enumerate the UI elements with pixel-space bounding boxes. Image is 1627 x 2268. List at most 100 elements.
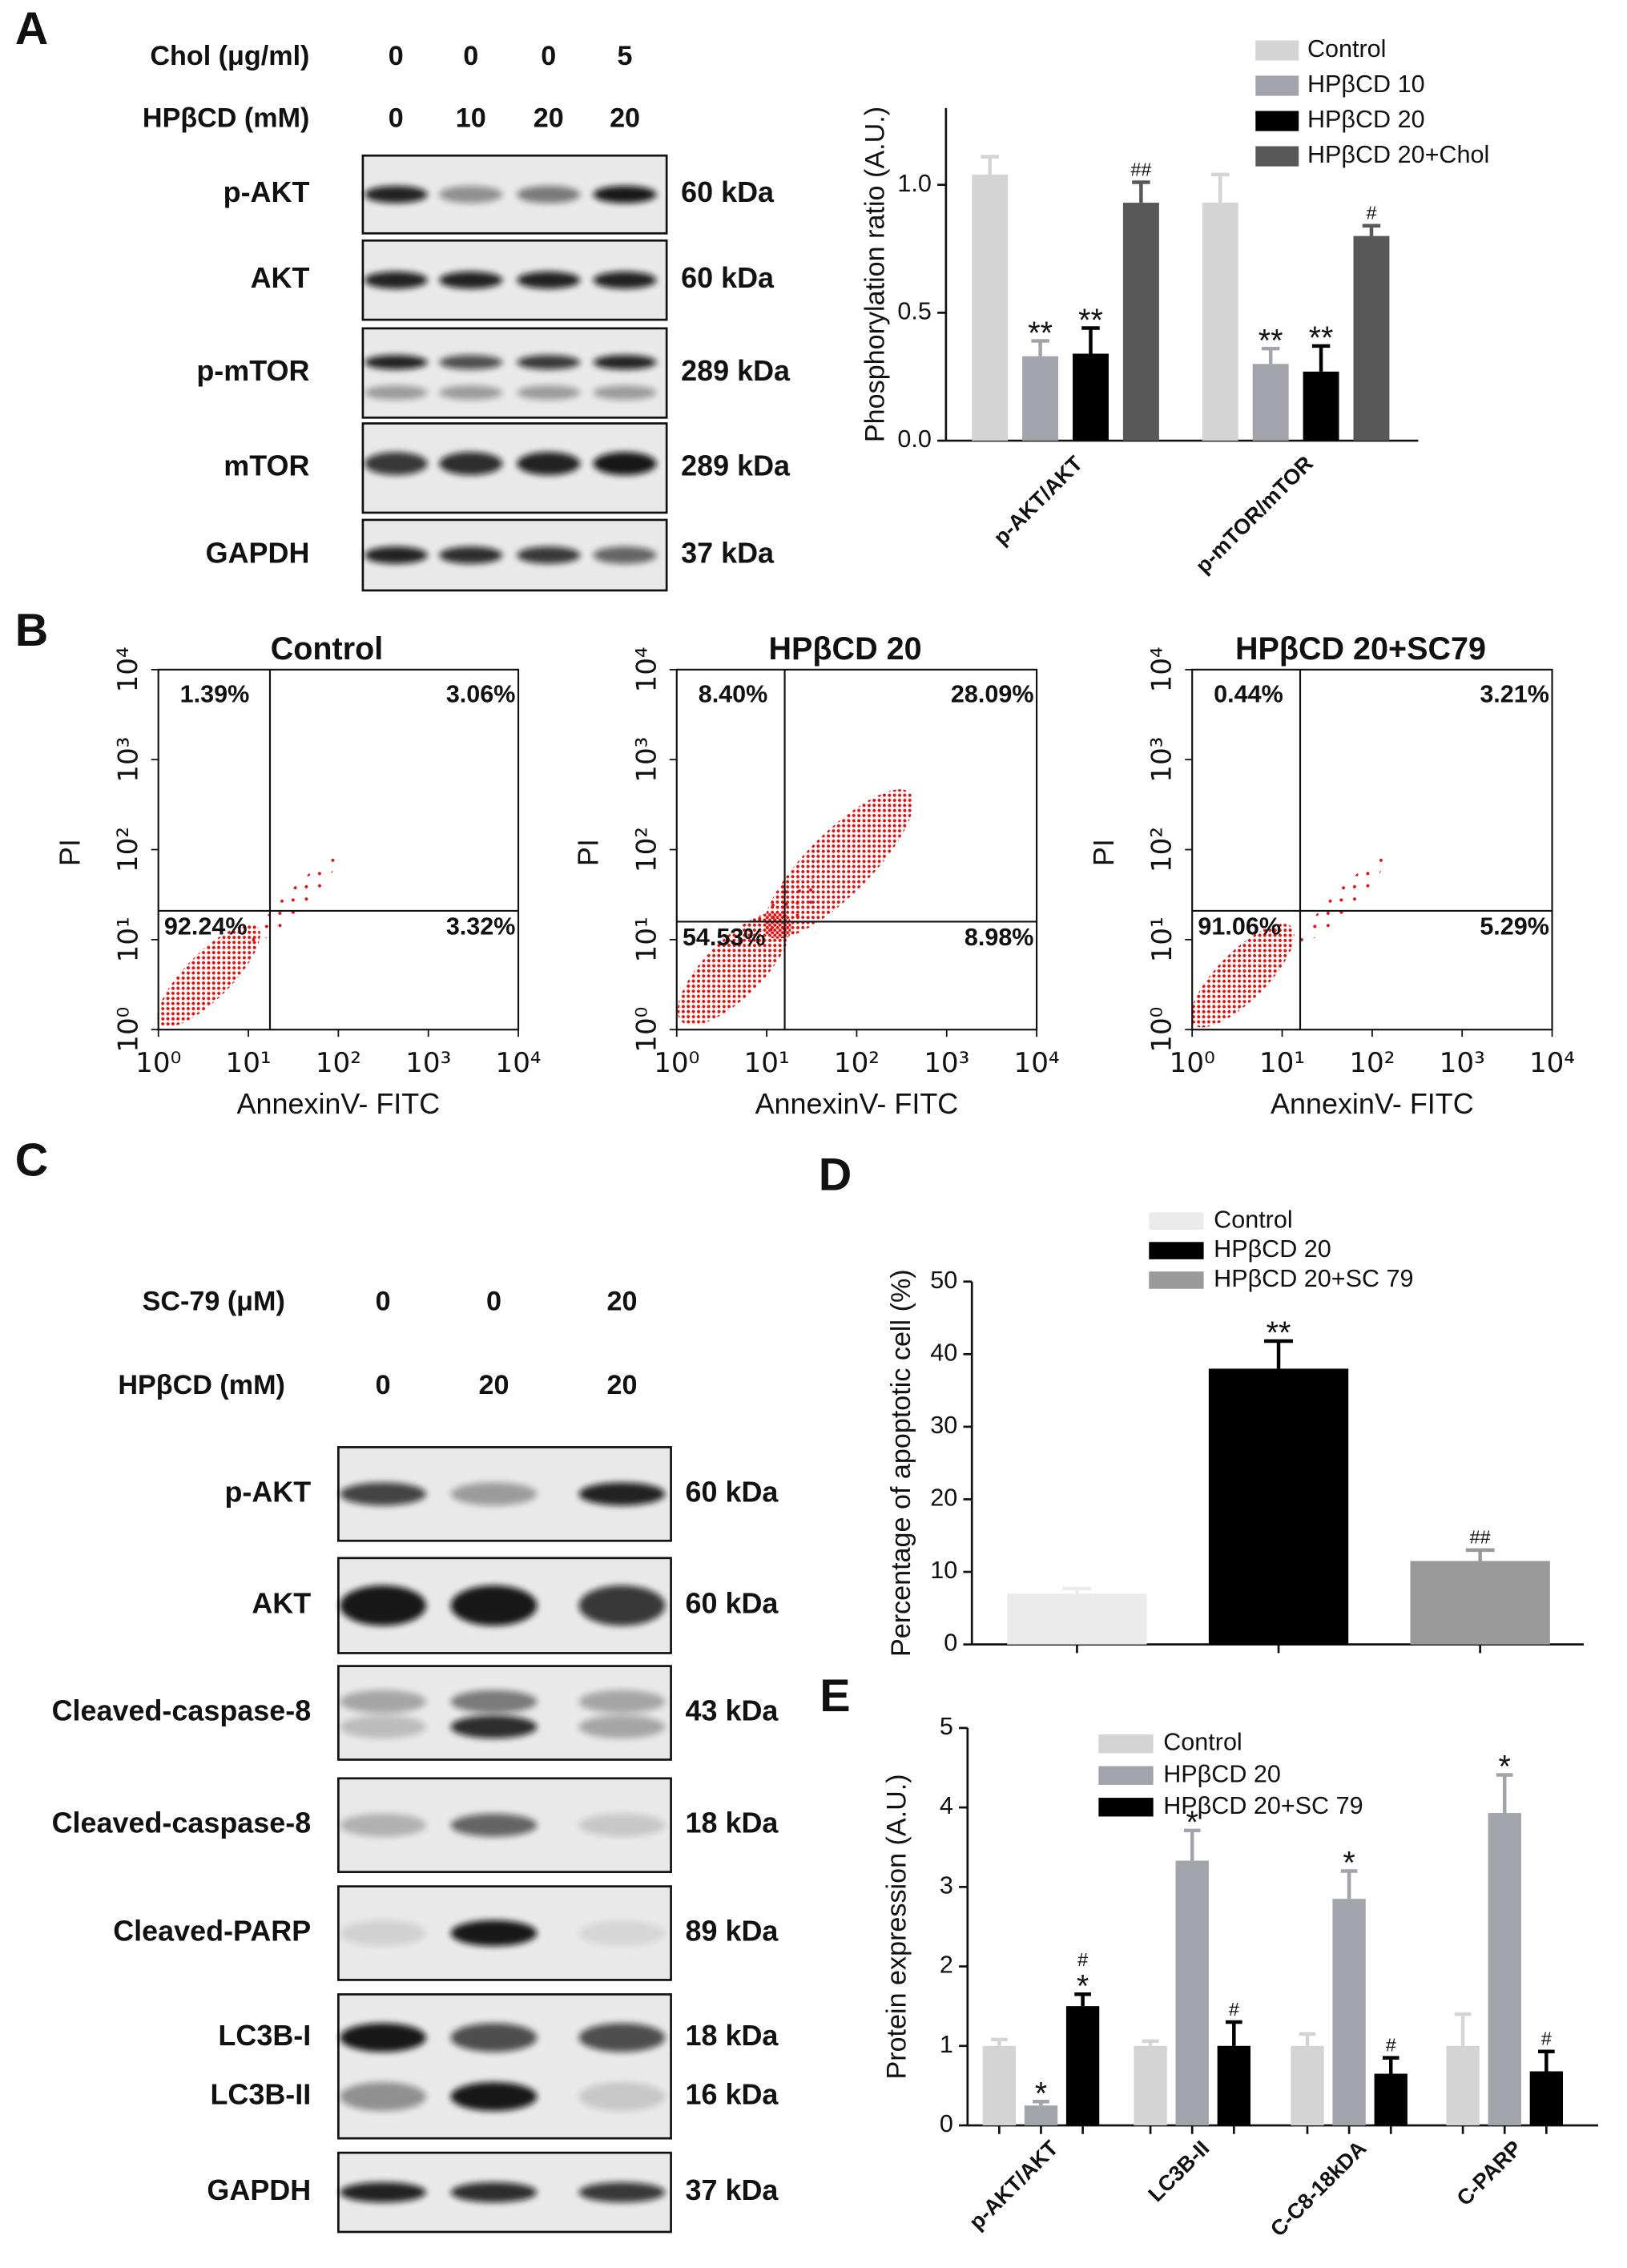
band <box>593 452 657 476</box>
treatment-label: HPβCD (mM) <box>143 103 310 133</box>
band <box>578 2181 666 2203</box>
band <box>364 271 428 289</box>
significance-mark: ** <box>1267 1315 1291 1351</box>
band-size: 60 kDa <box>686 1475 779 1508</box>
band <box>450 1482 538 1506</box>
blot-panel <box>337 1993 672 2140</box>
dose-label: 5 <box>618 41 633 71</box>
band <box>593 546 657 564</box>
significance-mark: ** <box>1078 303 1103 338</box>
band-label: AKT <box>252 1587 311 1620</box>
quadrant-percent: 3.21% <box>1480 680 1549 707</box>
band <box>517 271 581 289</box>
y-tick-label: 0 <box>944 1629 957 1657</box>
y-tick-label: 0.0 <box>897 425 931 453</box>
x-tick-label: 10³ <box>924 1047 969 1079</box>
band-label: p-AKT <box>224 175 310 208</box>
band-label: Cleaved-PARP <box>113 1915 311 1948</box>
legend-label: Control <box>1163 1729 1242 1756</box>
y-tick-label: 10² <box>630 827 662 872</box>
y-tick-label: 10³ <box>630 737 662 783</box>
y-tick-label: 10³ <box>1146 737 1178 783</box>
band-size: 37 kDa <box>686 2173 779 2206</box>
legend-label: HPβCD 20+SC 79 <box>1163 1792 1363 1819</box>
y-axis-label: PI <box>571 839 604 866</box>
band <box>593 385 657 401</box>
significance-mark: ** <box>1028 316 1053 351</box>
legend-swatch <box>1255 146 1299 167</box>
y-axis-label: PI <box>1087 839 1120 866</box>
x-tick-label: C-C8-18kDA <box>1266 2136 1371 2241</box>
band-label: mTOR <box>224 449 309 482</box>
x-tick-label: 10¹ <box>225 1047 271 1079</box>
bar <box>1217 2045 1250 2125</box>
legend-label: HPβCD 20+SC 79 <box>1214 1265 1413 1292</box>
significance-mark: * <box>1343 1846 1355 1881</box>
bar <box>1332 1899 1366 2125</box>
legend-label: HPβCD 10 <box>1307 70 1425 98</box>
bar <box>1446 2045 1480 2125</box>
dose-label: 0 <box>376 1370 391 1400</box>
y-tick-label: 10⁴ <box>630 647 662 692</box>
band <box>517 385 581 401</box>
band <box>578 1482 666 1506</box>
y-tick-label: 10¹ <box>112 916 144 962</box>
y-tick-label: 10⁴ <box>112 647 144 692</box>
bar <box>1488 1813 1521 2125</box>
y-axis-label: Phosphorylation ratio (A.U.) <box>860 107 891 442</box>
band <box>364 385 428 401</box>
bar <box>1073 353 1109 441</box>
dose-label: 0 <box>389 103 404 133</box>
dose-label: 0 <box>376 1287 391 1317</box>
band <box>364 452 428 476</box>
treatment-label: HPβCD (mM) <box>118 1370 285 1400</box>
bar <box>1252 364 1289 441</box>
event-cloud <box>1299 856 1387 944</box>
treatment-label: Chol (μg/ml) <box>150 41 309 71</box>
dose-label: 20 <box>606 1370 637 1400</box>
legend-swatch <box>1149 1242 1204 1259</box>
significance-mark: # <box>1366 203 1376 224</box>
quadrant-percent: 54.53% <box>683 924 766 951</box>
band <box>439 355 503 370</box>
legend-label: HPβCD 20+Chol <box>1307 141 1489 168</box>
y-tick-label: 10⁰ <box>1146 1007 1178 1053</box>
band <box>340 2082 427 2111</box>
bar <box>1374 2073 1408 2125</box>
dose-label: 20 <box>610 103 640 133</box>
event-cloud <box>157 924 260 1028</box>
x-tick-label: 10³ <box>405 1047 451 1079</box>
band <box>578 1690 666 1714</box>
band <box>340 1715 427 1738</box>
bar <box>1065 2006 1100 2125</box>
bar <box>1291 2045 1324 2125</box>
x-tick-label: LC3B-II <box>1144 2136 1214 2206</box>
band <box>517 546 581 564</box>
x-tick-label: 10⁴ <box>1529 1047 1575 1079</box>
dose-label: 20 <box>534 103 564 133</box>
quadrant-percent: 5.29% <box>1480 913 1549 941</box>
y-tick-label: 10¹ <box>1146 916 1178 962</box>
band-label: Cleaved-caspase-8 <box>52 1694 312 1727</box>
flow-title: HPβCD 20 <box>768 631 921 667</box>
legend-label: HPβCD 20 <box>1163 1760 1281 1787</box>
bar <box>1208 1368 1349 1645</box>
blot-panel <box>361 327 668 419</box>
y-tick-label: 1.0 <box>897 170 931 197</box>
y-axis-label: Protein expression (A.U.) <box>882 1774 912 2079</box>
x-tick-label: 10⁰ <box>1170 1047 1215 1079</box>
dose-label: 0 <box>463 41 478 71</box>
bar <box>1007 1593 1147 1645</box>
band-label: p-AKT <box>224 1475 311 1508</box>
quadrant-percent: 0.44% <box>1214 680 1283 707</box>
significance-mark: ## <box>1470 1527 1491 1548</box>
band-size: 289 kDa <box>681 449 791 482</box>
event-cloud <box>252 856 339 944</box>
y-tick-label: 10¹ <box>630 916 662 962</box>
band <box>578 2082 666 2111</box>
band-size: 60 kDa <box>686 1587 779 1620</box>
y-tick-label: 20 <box>930 1484 957 1512</box>
band <box>340 2023 427 2052</box>
